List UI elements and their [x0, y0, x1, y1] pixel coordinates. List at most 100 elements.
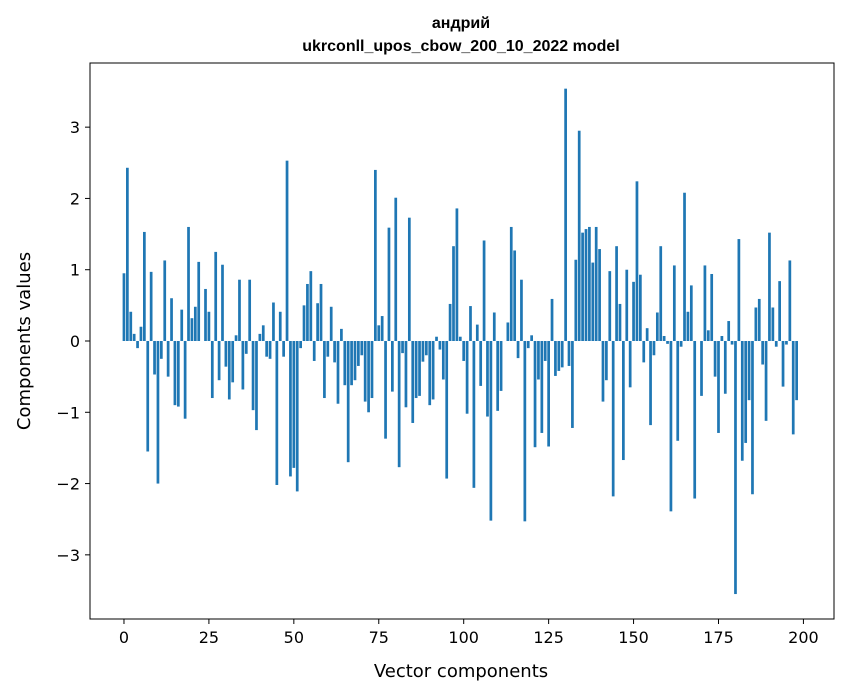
bars-group [122, 88, 798, 595]
bar [605, 341, 608, 381]
bar [231, 341, 235, 383]
bar [533, 341, 537, 448]
bar [774, 341, 778, 347]
bar [591, 262, 595, 341]
bar [251, 341, 255, 411]
x-tick-label: 125 [533, 628, 564, 647]
bar [183, 341, 187, 419]
bar [448, 303, 452, 341]
bar [469, 306, 472, 341]
bar [672, 265, 676, 341]
bar [509, 226, 513, 341]
x-tick-label: 25 [199, 628, 219, 647]
y-tick-label: 0 [70, 332, 80, 351]
bar [625, 269, 629, 341]
bar [723, 341, 727, 394]
bar [615, 246, 618, 341]
bar [193, 306, 197, 341]
bar [717, 341, 720, 433]
bar [543, 341, 547, 361]
bar [499, 341, 503, 391]
bar [706, 330, 710, 341]
bar [557, 341, 561, 371]
bar [224, 341, 228, 367]
y-tick-label: 3 [70, 118, 80, 137]
bar [153, 341, 156, 375]
bar [710, 273, 714, 341]
bar [785, 341, 788, 345]
x-tick-label: 0 [119, 628, 129, 647]
bar [611, 341, 615, 497]
bar [781, 341, 785, 387]
bar [163, 260, 167, 341]
bar [506, 322, 510, 341]
bar [404, 341, 408, 408]
bar [397, 341, 401, 468]
bar [278, 311, 282, 341]
x-axis-label: Vector components [374, 661, 548, 682]
bar [622, 341, 625, 461]
bar [547, 341, 550, 447]
x-tick-label: 75 [369, 628, 389, 647]
bar [628, 341, 632, 388]
bar [445, 341, 449, 479]
bar [176, 341, 180, 407]
bar [374, 169, 377, 341]
bar [197, 261, 201, 341]
bar [319, 283, 323, 341]
bar [261, 325, 265, 341]
bar [734, 341, 737, 595]
bar [679, 341, 683, 347]
bar [581, 232, 584, 341]
bar [221, 264, 224, 341]
bar [489, 341, 493, 521]
bar [350, 341, 353, 386]
bar [754, 307, 758, 341]
bar [788, 260, 792, 341]
bar [323, 341, 326, 399]
bar [187, 226, 190, 341]
bar [560, 341, 564, 368]
bar [751, 341, 754, 495]
bar [326, 341, 330, 357]
bar [435, 336, 438, 341]
bar [703, 265, 707, 341]
bar [149, 271, 153, 341]
bar [329, 306, 333, 341]
bar [156, 341, 160, 484]
bar [394, 197, 398, 341]
bar [217, 341, 221, 381]
bar [312, 341, 316, 361]
bar [363, 341, 367, 402]
bar [727, 321, 731, 341]
bar [720, 336, 724, 341]
bar [458, 336, 462, 341]
bar [645, 328, 649, 341]
bar [122, 273, 126, 341]
bar [564, 88, 567, 341]
bar [577, 130, 581, 341]
bar [482, 240, 486, 341]
bar [438, 341, 442, 350]
bar [662, 336, 666, 341]
bar [367, 341, 370, 413]
bar [588, 226, 591, 341]
bar [299, 341, 302, 349]
bar [268, 341, 272, 359]
bar [190, 318, 194, 341]
bar [472, 341, 476, 488]
bar [642, 341, 646, 363]
bar [520, 279, 523, 341]
bar [407, 217, 411, 341]
bar [207, 311, 211, 341]
x-tick-label: 150 [618, 628, 649, 647]
x-tick-label: 200 [788, 628, 819, 647]
bar [530, 335, 533, 341]
bar [761, 341, 765, 365]
bar [255, 341, 258, 431]
y-tick-label: −3 [56, 546, 80, 565]
bar [370, 341, 374, 399]
bar [285, 160, 289, 341]
bar [292, 341, 296, 468]
